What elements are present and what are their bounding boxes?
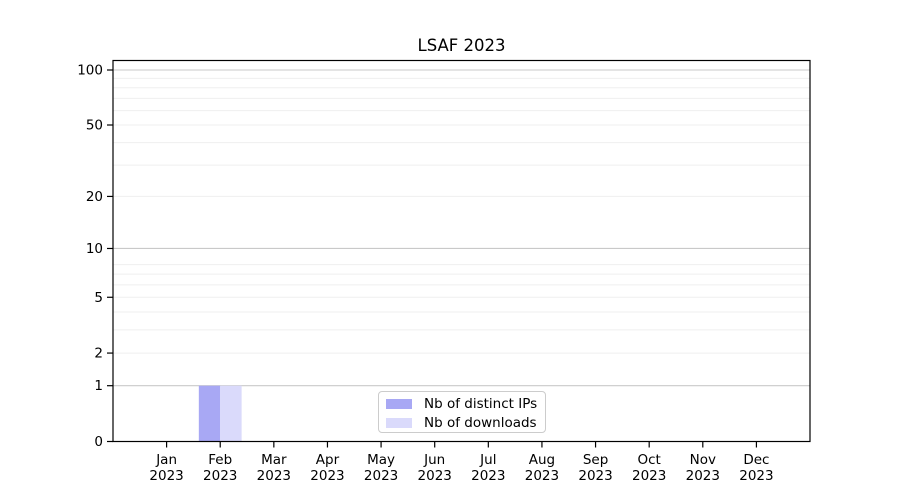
legend-swatch-distinct-ips: [386, 398, 412, 409]
x-tick-label-year: 2023: [149, 468, 183, 484]
bar-feb-series-1: [220, 385, 242, 442]
x-tick-label-month: Feb: [208, 452, 232, 468]
legend: Nb of distinct IPs Nb of downloads: [378, 391, 546, 433]
x-tick-label-year: 2023: [364, 468, 398, 484]
legend-item-distinct-ips: Nb of distinct IPs: [379, 394, 545, 413]
x-tick-label-month: Mar: [261, 452, 287, 468]
x-tick-label-month: Jun: [423, 452, 445, 468]
x-tick-label-month: Jul: [479, 452, 496, 468]
x-tick-label-year: 2023: [471, 468, 505, 484]
y-tick-label: 10: [86, 241, 103, 257]
x-tick-label-month: Jan: [155, 452, 177, 468]
x-tick-label-year: 2023: [418, 468, 452, 484]
x-tick-label-year: 2023: [686, 468, 720, 484]
x-tick-label-month: Sep: [583, 452, 608, 468]
x-tick-label-year: 2023: [203, 468, 237, 484]
plot-border: [112, 59, 811, 443]
x-tick-label-year: 2023: [257, 468, 291, 484]
y-tick-label: 50: [86, 118, 103, 134]
x-tick-label-month: Aug: [529, 452, 555, 468]
y-tick-label: 5: [94, 290, 103, 306]
legend-label: Nb of distinct IPs: [424, 395, 538, 412]
y-tick-label: 0: [94, 434, 103, 450]
x-tick-label-month: May: [367, 452, 395, 468]
x-tick-label-year: 2023: [739, 468, 773, 484]
y-tick-label: 100: [77, 63, 103, 79]
x-tick-label-year: 2023: [310, 468, 344, 484]
x-tick-label-year: 2023: [632, 468, 666, 484]
legend-label: Nb of downloads: [424, 414, 537, 431]
x-tick-label-year: 2023: [578, 468, 612, 484]
y-tick-label: 2: [94, 346, 103, 362]
x-tick-label-month: Oct: [638, 452, 661, 468]
x-tick-label-month: Nov: [690, 452, 716, 468]
bar-feb-series-0: [198, 385, 221, 442]
x-tick-label-month: Apr: [316, 452, 340, 468]
legend-item-downloads: Nb of downloads: [379, 413, 545, 432]
x-tick-label-month: Dec: [743, 452, 769, 468]
legend-swatch-downloads: [386, 417, 412, 428]
y-tick-label: 1: [94, 378, 103, 394]
y-tick-label: 20: [86, 189, 103, 205]
chart-title: LSAF 2023: [417, 36, 506, 55]
x-tick-label-year: 2023: [525, 468, 559, 484]
